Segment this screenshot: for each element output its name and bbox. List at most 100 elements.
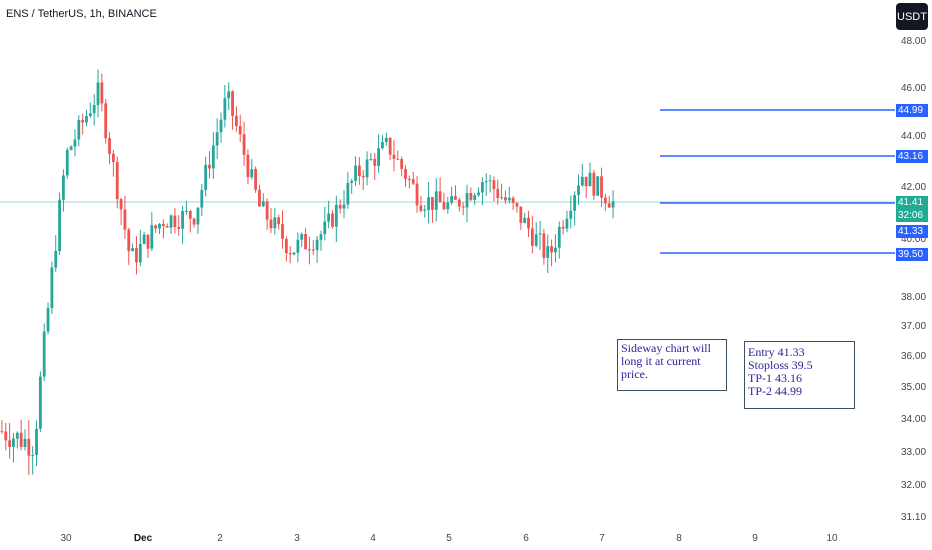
tp2-price-badge: 44.99 — [896, 104, 928, 117]
candle-body — [35, 428, 38, 456]
candle-body — [4, 431, 8, 441]
candle-body — [81, 120, 85, 123]
candle-body — [457, 199, 461, 207]
price-axis-tick: 36.00 — [901, 351, 926, 362]
candle-body — [42, 331, 46, 377]
candle-body — [392, 154, 396, 159]
candle-body — [523, 217, 527, 223]
candle-body — [507, 197, 511, 201]
candle-body — [150, 225, 154, 249]
candle-body — [319, 234, 323, 240]
candle-body — [377, 148, 381, 166]
candle-body — [69, 146, 73, 150]
candle-body — [611, 201, 615, 208]
candle-body — [223, 98, 227, 120]
currency-button[interactable]: USDT — [896, 3, 928, 30]
candle-body — [177, 226, 181, 229]
candle-body — [454, 196, 457, 200]
candle-body — [542, 233, 546, 258]
candle-body — [142, 234, 146, 244]
candle-body — [596, 176, 600, 196]
candle-body — [400, 159, 404, 169]
candle-body — [603, 197, 607, 204]
candle-body — [546, 246, 550, 258]
candle-body — [323, 221, 327, 235]
candle-body — [346, 182, 350, 205]
candle-body — [388, 137, 392, 155]
candle-body — [530, 228, 534, 246]
candle-body — [227, 91, 231, 99]
candle-body — [538, 233, 542, 235]
candle-body — [127, 229, 131, 252]
time-axis-tick: Dec — [134, 533, 153, 544]
candle-body — [438, 191, 442, 203]
candle-body — [342, 204, 346, 209]
candle-body — [88, 113, 92, 117]
candle-body — [384, 137, 388, 143]
candle-body — [511, 197, 515, 204]
candle-body — [465, 192, 469, 208]
candle-body — [23, 438, 27, 447]
candle-body — [365, 159, 369, 178]
candle-body — [281, 224, 284, 239]
candle-body — [469, 192, 473, 200]
candle-body — [154, 225, 158, 229]
candle-body — [461, 206, 465, 208]
candle-body — [407, 178, 411, 180]
candle-body — [419, 205, 423, 211]
commentary-note[interactable]: Sideway chart will long it at current pr… — [617, 339, 727, 391]
candle-body — [104, 103, 108, 139]
candle-body — [434, 191, 438, 210]
candle-body — [211, 145, 215, 169]
candle-body — [27, 438, 31, 456]
candle-body — [115, 161, 119, 200]
candle-body — [515, 203, 519, 207]
candle-body — [231, 91, 234, 116]
candle-body — [550, 246, 553, 253]
candle-body — [269, 219, 273, 229]
candle-body — [334, 204, 338, 227]
candle-body — [85, 116, 88, 123]
candle-body — [284, 238, 288, 254]
countdown-badge: 32:06 — [896, 209, 928, 222]
time-axis-tick: 4 — [370, 533, 376, 544]
price-axis-tick: 44.00 — [901, 131, 926, 142]
candle-body — [492, 180, 496, 190]
candle-body — [373, 158, 377, 166]
price-axis-tick: 33.00 — [901, 447, 926, 458]
candle-body — [123, 209, 127, 230]
price-axis[interactable]: 48.00 46.00 44.00 42.00 40.00 38.00 37.00 36.00… — [901, 36, 926, 523]
candle-body — [31, 455, 35, 457]
candle-body — [350, 180, 354, 183]
candle-body — [577, 185, 580, 196]
candle-body — [315, 239, 319, 251]
candle-body — [73, 139, 77, 147]
candle-body — [573, 195, 577, 211]
candle-body — [311, 249, 315, 251]
candle-body — [238, 125, 242, 135]
candle-body — [158, 223, 161, 229]
candle-body — [277, 217, 281, 225]
candle-body — [580, 176, 584, 186]
candle-body — [473, 195, 477, 200]
candle-body — [592, 172, 596, 196]
candle-body — [496, 189, 500, 198]
trade-plan-line: TP-2 44.99 — [748, 384, 802, 398]
candle-body — [534, 234, 538, 246]
candle-body — [50, 267, 54, 309]
candle-body — [173, 215, 177, 227]
candle-body — [519, 206, 523, 223]
time-axis-tick: 3 — [294, 533, 300, 544]
trade-plan-note[interactable]: Entry 41.33 Stoploss 39.5 TP-1 43.16 TP-… — [744, 341, 855, 409]
time-axis[interactable]: 30 Dec 2 3 4 5 6 7 8 9 10 — [60, 533, 838, 544]
candle-body — [327, 213, 331, 222]
candle-body — [100, 82, 104, 104]
trade-plan-line: Entry 41.33 — [748, 345, 805, 359]
time-axis-tick: 5 — [446, 533, 452, 544]
candle-body — [108, 138, 111, 154]
candle-body — [146, 234, 150, 249]
candle-body — [246, 154, 250, 178]
candle-body — [369, 158, 373, 160]
candle-body — [607, 203, 611, 208]
